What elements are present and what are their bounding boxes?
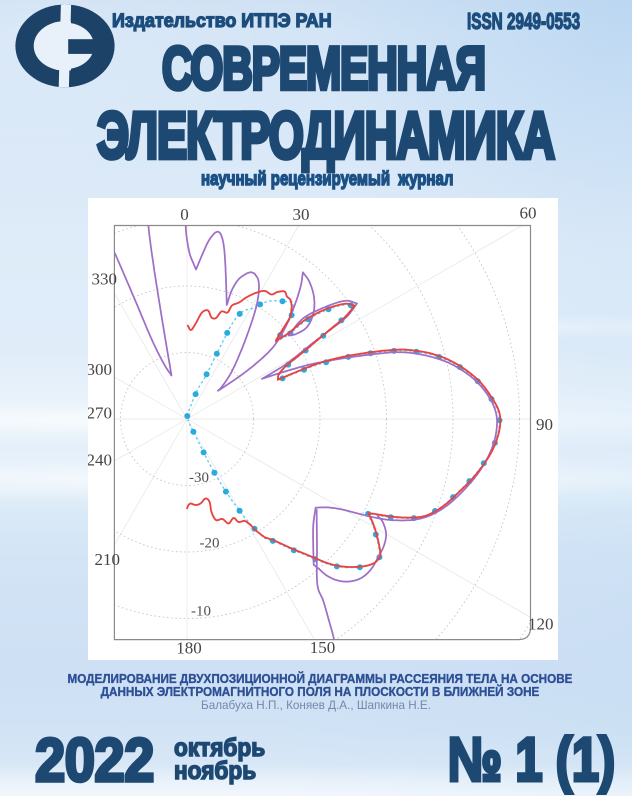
svg-text:150: 150	[310, 638, 336, 657]
svg-text:330: 330	[92, 270, 118, 289]
svg-text:300: 300	[88, 360, 112, 379]
svg-text:90: 90	[536, 415, 553, 434]
svg-text:30: 30	[293, 205, 310, 224]
svg-text:60: 60	[520, 204, 537, 223]
svg-text:-20: -20	[200, 536, 220, 552]
svg-text:-10: -10	[191, 604, 211, 620]
svg-text:180: 180	[176, 639, 202, 658]
svg-text:0: 0	[180, 205, 189, 224]
svg-text:120: 120	[528, 615, 554, 634]
svg-text:270: 270	[88, 404, 112, 423]
svg-text:240: 240	[88, 451, 112, 470]
svg-text:-30: -30	[189, 470, 209, 486]
svg-text:210: 210	[95, 550, 121, 569]
